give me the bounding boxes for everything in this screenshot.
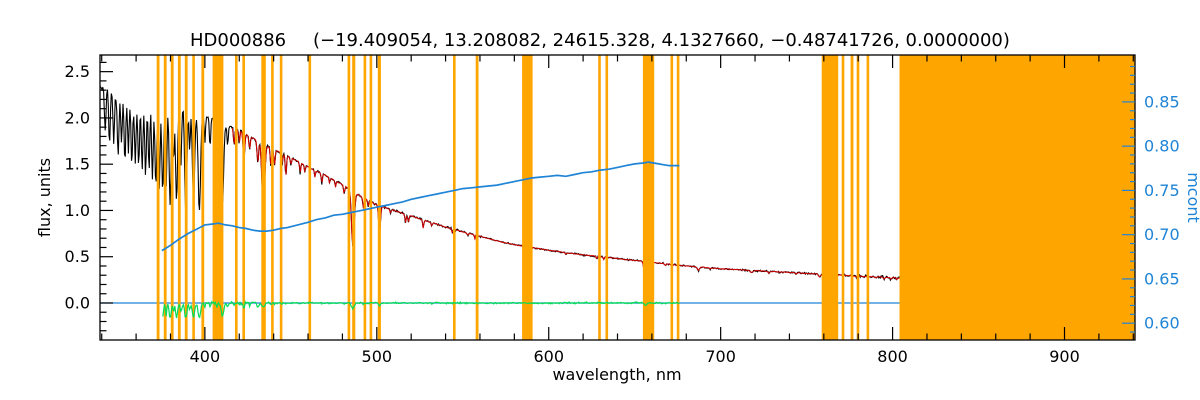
y-right-tick-label: 0.60 bbox=[1144, 314, 1180, 333]
masked-region-band bbox=[598, 55, 601, 340]
y-axis-label-flux: flux, units bbox=[35, 158, 54, 237]
x-tick-label: 700 bbox=[705, 347, 736, 366]
masked-region-band bbox=[271, 55, 274, 340]
masked-region-band bbox=[866, 55, 870, 340]
masked-regions bbox=[156, 55, 1135, 340]
axis-ticks: 400 500 600 700 800 900 0.0 0.5 1.0 1.5 2.0 2.5 0.60… bbox=[65, 55, 1180, 366]
masked-region-band bbox=[261, 55, 266, 340]
plot-title-params: (−19.409054, 13.208082, 24615.328, 4.132… bbox=[313, 30, 1010, 51]
masked-region-band bbox=[377, 55, 381, 340]
y-right-tick-label: 0.75 bbox=[1144, 181, 1180, 200]
masked-region-band bbox=[841, 55, 845, 340]
masked-region-band bbox=[642, 55, 655, 340]
y-right-tick-label: 0.80 bbox=[1144, 137, 1180, 156]
plot-layers: 400 500 600 700 800 900 0.0 0.5 1.0 1.5 2.0 2.5 0.60… bbox=[65, 54, 1180, 366]
masked-region-band bbox=[856, 55, 860, 340]
masked-region-band bbox=[184, 55, 188, 340]
y-left-tick-label: 2.5 bbox=[65, 62, 90, 81]
y-left-tick-label: 2.0 bbox=[65, 108, 90, 127]
masked-region-band bbox=[347, 55, 351, 340]
y-left-tick-label: 0.5 bbox=[65, 247, 90, 266]
masked-region-band bbox=[177, 55, 181, 340]
masked-region-band bbox=[363, 55, 367, 340]
y-right-tick-label: 0.70 bbox=[1144, 225, 1180, 244]
y-right-tick-label: 0.85 bbox=[1144, 92, 1180, 111]
y-right-tick-label: 0.65 bbox=[1144, 269, 1180, 288]
x-axis-label: wavelength, nm bbox=[552, 365, 681, 384]
residual-line bbox=[162, 300, 680, 319]
y-left-tick-label: 1.5 bbox=[65, 155, 90, 174]
masked-region-band bbox=[899, 55, 1135, 340]
masked-region-band bbox=[308, 55, 312, 340]
masked-region-band bbox=[676, 55, 680, 340]
masked-region-band bbox=[242, 55, 245, 340]
masked-region-band bbox=[821, 55, 839, 340]
masked-region-band bbox=[279, 55, 283, 340]
y-left-tick-label: 0.0 bbox=[65, 293, 90, 312]
masked-region-band bbox=[212, 55, 224, 340]
masked-region-band bbox=[156, 55, 160, 340]
x-tick-label: 400 bbox=[190, 347, 221, 366]
masked-region-band bbox=[605, 55, 609, 340]
masked-region-band bbox=[670, 55, 674, 340]
masked-region-band bbox=[201, 55, 205, 340]
masked-region-band bbox=[522, 55, 533, 340]
masked-region-band bbox=[453, 55, 456, 340]
y-left-tick-label: 1.0 bbox=[65, 201, 90, 220]
x-tick-label: 800 bbox=[877, 347, 908, 366]
masked-region-band bbox=[850, 55, 854, 340]
masked-region-band bbox=[475, 55, 479, 340]
masked-region-band bbox=[235, 55, 238, 340]
fit-spectrum-line bbox=[231, 127, 901, 281]
masked-region-band bbox=[192, 55, 195, 340]
plot-title-object: HD000886 bbox=[190, 30, 286, 51]
masked-region-band bbox=[170, 55, 174, 340]
mcont-line bbox=[161, 161, 680, 252]
masked-region-band bbox=[369, 55, 373, 340]
masked-region-band bbox=[163, 55, 167, 340]
x-tick-label: 900 bbox=[1049, 347, 1080, 366]
x-tick-label: 500 bbox=[362, 347, 393, 366]
masked-region-band bbox=[352, 55, 356, 340]
x-tick-label: 600 bbox=[533, 347, 564, 366]
y-axis-label-mcont: mcont bbox=[1184, 172, 1200, 223]
